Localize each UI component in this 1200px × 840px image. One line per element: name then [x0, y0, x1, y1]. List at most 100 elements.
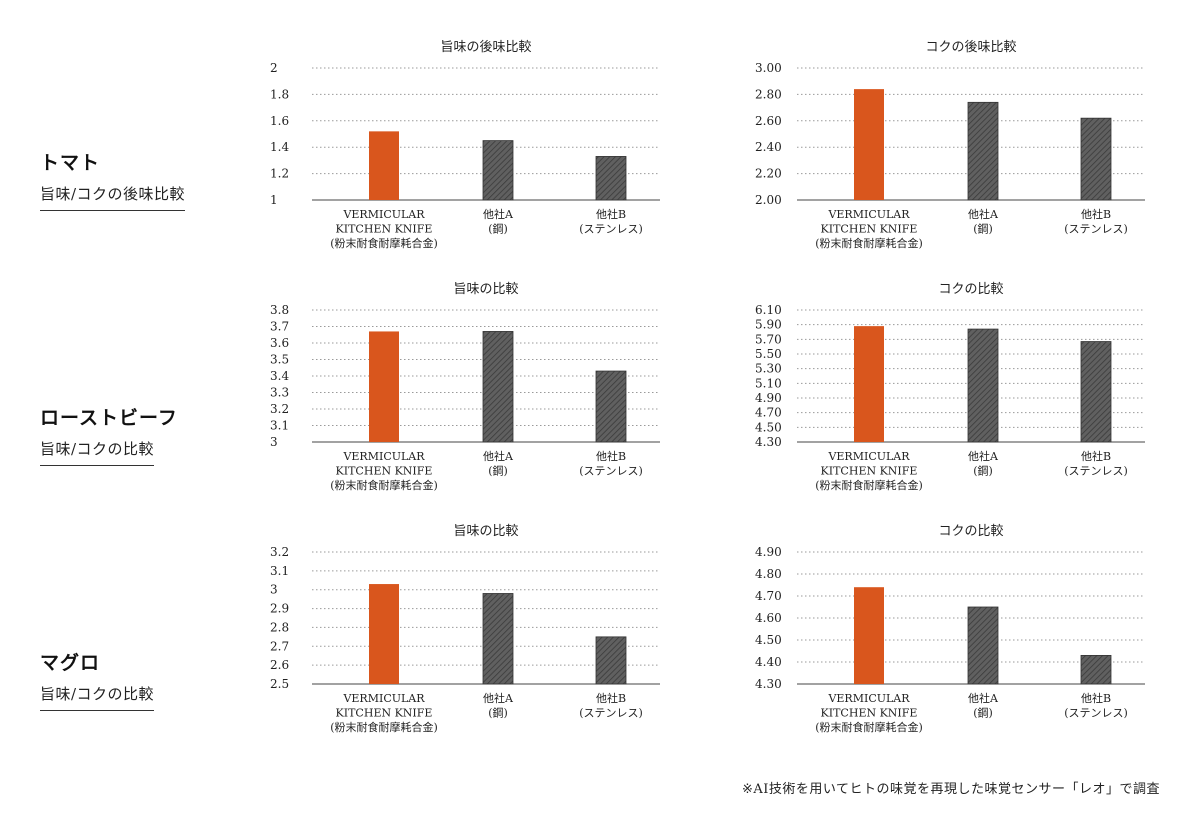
y-tick-label: 4.90: [755, 545, 782, 559]
bar-vermicular: [854, 587, 884, 684]
x-category-label: VERMICULAR: [342, 692, 425, 705]
y-tick-label: 2.7: [270, 639, 289, 653]
chart-svg: コクの比較 4.30 4.40 4.50 4.60 4.70 4.80 4.90 VERMICU…: [755, 524, 1145, 734]
x-category-label: KITCHEN KNIFE: [336, 707, 433, 720]
x-category-label: KITCHEN KNIFE: [821, 465, 918, 478]
y-tick-label: 3.7: [270, 320, 289, 334]
y-tick-label: 3.2: [270, 545, 289, 559]
chart-roastbeef-umami: 旨味の比較 3 3.1 3.2 3.3 3.4 3.5 3.6 3.7 3.8 VERMICULAR…: [268, 276, 688, 536]
x-category-label: 他社A: [968, 207, 999, 221]
y-tick-label: 5.70: [755, 332, 782, 346]
x-category-label: (粉末耐食耐摩耗合金): [815, 478, 923, 492]
chart-tuna-koku: コクの比較 4.30 4.40 4.50 4.60 4.70 4.80 4.90 VERMICU…: [753, 518, 1173, 778]
x-category-label: (鋼): [488, 222, 508, 236]
row-subtitle: 旨味/コクの比較: [40, 438, 155, 466]
y-tick-label: 3.5: [270, 353, 289, 367]
y-tick-label: 5.90: [755, 318, 782, 332]
row-label-tomato: トマト 旨味/コクの後味比較: [40, 148, 202, 211]
y-tick-label: 3.00: [755, 61, 782, 75]
y-tick-label: 3.1: [270, 564, 289, 578]
x-category-label: (粉末耐食耐摩耗合金): [815, 236, 923, 250]
chart-svg: 旨味の比較 2.5 2.6 2.7 2.8 2.9 3 3.1 3.2 VERMICULAR KIT…: [270, 524, 660, 734]
bar-company-a: [967, 101, 999, 201]
x-category-label: 他社B: [1081, 449, 1111, 463]
chart-title: コクの比較: [938, 282, 1003, 297]
row-label-roastbeef: ローストビーフ 旨味/コクの比較: [40, 403, 202, 466]
x-category-label: (粉末耐食耐摩耗合金): [330, 478, 438, 492]
x-category-label: (ステンレス): [579, 465, 643, 478]
bar-company-a: [482, 593, 514, 685]
bar-company-b: [595, 370, 627, 443]
x-category-label: (鋼): [973, 222, 993, 236]
y-tick-label: 2.60: [755, 114, 782, 128]
bar-company-a: [967, 606, 999, 685]
x-category-label: (鋼): [973, 706, 993, 720]
footnote: ※AI技術を用いてヒトの味覚を再現した味覚センサー「レオ」で調査: [741, 782, 1160, 797]
bar-company-b: [1080, 654, 1112, 685]
x-category-label: KITCHEN KNIFE: [336, 465, 433, 478]
row-subtitle: 旨味/コクの比較: [40, 683, 155, 711]
chart-svg: 旨味の比較 3 3.1 3.2 3.3 3.4 3.5 3.6 3.7 3.8 VERMICULAR…: [270, 282, 660, 492]
y-tick-label: 2.40: [755, 140, 782, 154]
bar-vermicular: [854, 326, 884, 442]
chart-title: 旨味の後味比較: [440, 40, 531, 55]
x-category-label: (ステンレス): [1064, 707, 1128, 720]
y-tick-label: 2.20: [755, 167, 782, 181]
bar-vermicular: [854, 89, 884, 200]
chart-title: コクの後味比較: [925, 40, 1016, 55]
y-tick-label: 5.10: [755, 376, 782, 390]
bar-company-b: [1080, 117, 1112, 201]
x-category-label: (粉末耐食耐摩耗合金): [330, 720, 438, 734]
x-category-label: 他社B: [596, 449, 626, 463]
y-tick-label: 4.80: [755, 567, 782, 581]
x-category-label: (ステンレス): [1064, 465, 1128, 478]
chart-svg: コクの後味比較 2.00 2.20 2.40 2.60 2.80 3.00 VERMICULA…: [755, 40, 1145, 250]
bar-company-a: [967, 328, 999, 443]
y-tick-label: 1.8: [270, 87, 289, 101]
x-category-label: KITCHEN KNIFE: [821, 707, 918, 720]
y-tick-label: 4.50: [755, 633, 782, 647]
bar-vermicular: [369, 131, 399, 200]
y-tick-label: 3: [270, 435, 278, 449]
x-category-label: 他社B: [596, 207, 626, 221]
x-category-label: VERMICULAR: [827, 692, 910, 705]
y-tick-label: 3.4: [270, 369, 289, 383]
x-category-label: VERMICULAR: [827, 208, 910, 221]
y-tick-label: 5.50: [755, 347, 782, 361]
x-category-label: (鋼): [973, 464, 993, 478]
bar-vermicular: [369, 584, 399, 684]
y-tick-label: 3.1: [270, 419, 289, 433]
y-tick-label: 1.2: [270, 167, 289, 181]
chart-svg: コクの比較 4.304.504.704.905.105.305.505.705.9…: [755, 282, 1145, 492]
y-tick-label: 4.70: [755, 406, 782, 420]
x-category-label: (粉末耐食耐摩耗合金): [815, 720, 923, 734]
y-tick-label: 1.6: [270, 114, 289, 128]
y-tick-label: 3.8: [270, 303, 289, 317]
y-tick-label: 1: [270, 193, 278, 207]
y-tick-label: 4.30: [755, 435, 782, 449]
row-label-tuna: マグロ 旨味/コクの比較: [40, 648, 202, 711]
x-category-label: 他社B: [1081, 207, 1111, 221]
y-tick-label: 4.40: [755, 655, 782, 669]
x-category-label: VERMICULAR: [827, 450, 910, 463]
y-tick-label: 2: [270, 61, 278, 75]
row-title: マグロ: [40, 652, 101, 674]
x-category-label: (ステンレス): [579, 223, 643, 236]
y-tick-label: 1.4: [270, 140, 289, 154]
chart-title: 旨味の比較: [453, 282, 518, 297]
x-category-label: KITCHEN KNIFE: [821, 223, 918, 236]
y-tick-label: 4.60: [755, 611, 782, 625]
chart-title: コクの比較: [938, 524, 1003, 539]
chart-tomato-koku-aftertaste: コクの後味比較 2.00 2.20 2.40 2.60 2.80 3.00 VERMICULA…: [753, 34, 1173, 294]
y-tick-label: 4.30: [755, 677, 782, 691]
x-category-label: 他社B: [1081, 691, 1111, 705]
x-category-label: VERMICULAR: [342, 208, 425, 221]
x-category-label: (鋼): [488, 464, 508, 478]
x-category-label: 他社A: [483, 207, 514, 221]
y-tick-label: 2.6: [270, 658, 289, 672]
row-title: ローストビーフ: [40, 407, 178, 429]
x-category-label: 他社A: [968, 449, 999, 463]
x-category-label: 他社A: [483, 691, 514, 705]
x-category-label: 他社A: [968, 691, 999, 705]
x-category-label: (鋼): [488, 706, 508, 720]
